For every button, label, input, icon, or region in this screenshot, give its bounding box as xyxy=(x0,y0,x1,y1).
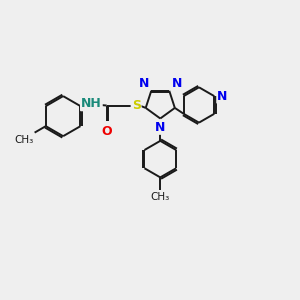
Text: CH₃: CH₃ xyxy=(151,191,170,202)
Text: N: N xyxy=(139,76,149,90)
Text: S: S xyxy=(132,99,141,112)
Text: N: N xyxy=(155,121,166,134)
Text: CH₃: CH₃ xyxy=(14,135,33,145)
Text: O: O xyxy=(101,125,112,138)
Text: NH: NH xyxy=(81,97,102,110)
Text: N: N xyxy=(217,90,228,103)
Text: N: N xyxy=(172,76,182,90)
